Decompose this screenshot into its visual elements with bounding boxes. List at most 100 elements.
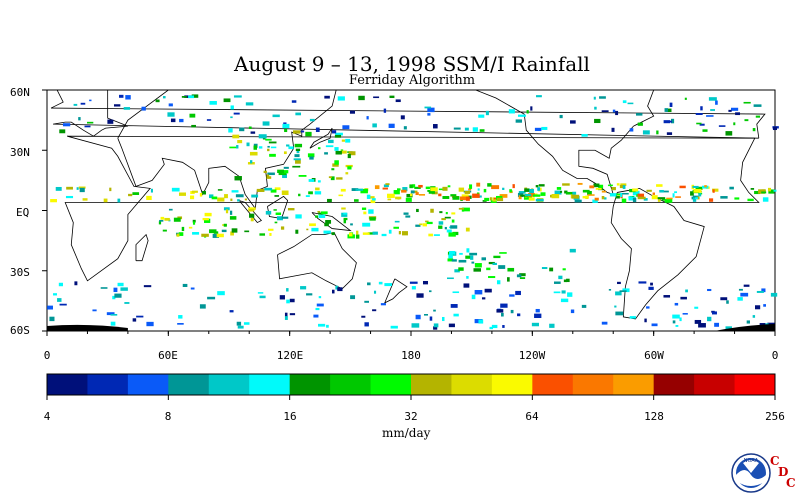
rain-patch <box>276 216 283 221</box>
rain-patch <box>416 208 419 213</box>
rain-patch <box>295 214 302 219</box>
rain-patch <box>473 268 482 272</box>
rain-patch <box>509 294 515 297</box>
rain-patch <box>659 189 664 193</box>
rain-patch <box>481 297 486 300</box>
rain-patch <box>433 323 439 328</box>
rain-patch <box>728 109 732 112</box>
rain-patch <box>752 128 756 132</box>
rain-patch <box>296 150 300 154</box>
rain-patch <box>699 123 705 126</box>
rain-patch <box>772 126 777 131</box>
rain-patch <box>230 231 234 236</box>
rain-patch <box>675 196 681 198</box>
rain-patch <box>451 219 455 223</box>
rain-patch <box>354 199 359 202</box>
rain-patch <box>451 259 457 262</box>
rain-patch <box>657 198 661 202</box>
rain-patch <box>743 284 750 287</box>
rain-patch <box>236 321 242 326</box>
rain-patch <box>530 106 533 111</box>
rain-patch <box>672 193 675 198</box>
rain-patch <box>248 126 252 130</box>
rain-patch <box>430 187 438 192</box>
rain-patch <box>582 196 589 199</box>
rain-patch <box>132 192 140 195</box>
rain-patch <box>534 127 542 132</box>
rain-patch <box>538 184 545 187</box>
rain-patch <box>228 128 233 133</box>
rain-patch <box>182 283 188 287</box>
rain-patch <box>289 298 295 303</box>
rain-patch <box>725 326 733 330</box>
japan-outline <box>309 127 333 149</box>
rain-patch <box>442 186 448 191</box>
antarctica-east <box>714 324 775 331</box>
rain-patch <box>693 188 702 193</box>
rain-patch <box>164 217 170 221</box>
colorbar-swatch <box>168 374 210 395</box>
rain-patch <box>569 248 576 253</box>
colorbar-swatch <box>127 374 169 395</box>
rain-patch <box>342 125 350 130</box>
rain-patch <box>103 198 108 203</box>
rain-patch <box>243 322 250 325</box>
rain-patch <box>773 189 777 192</box>
rain-patch <box>212 233 220 238</box>
rain-patch <box>232 134 240 139</box>
rain-patch <box>646 306 650 309</box>
rain-patch <box>230 116 233 119</box>
rain-patch <box>236 145 239 149</box>
rain-patch <box>117 282 124 287</box>
rain-patch <box>253 145 258 150</box>
rain-patch <box>508 109 515 114</box>
rain-patch <box>315 215 319 218</box>
rain-patch <box>158 221 162 225</box>
rain-patch <box>700 106 703 111</box>
rain-patch <box>409 281 418 284</box>
rain-patch <box>642 130 650 135</box>
rain-patch <box>345 138 351 143</box>
rain-patch <box>249 213 255 218</box>
rain-patch <box>374 185 380 190</box>
rain-patch <box>328 176 332 179</box>
rain-patch <box>266 174 270 179</box>
colorbar-swatch <box>694 374 736 395</box>
rain-patch <box>492 262 497 266</box>
rain-patch <box>428 233 433 237</box>
rain-patch <box>561 290 566 294</box>
rain-patch <box>317 210 321 213</box>
rain-patch <box>611 127 615 132</box>
rain-patch <box>553 281 561 284</box>
rain-patch <box>318 296 322 299</box>
rain-patch <box>632 190 640 196</box>
rain-patch <box>298 130 305 133</box>
rain-patch <box>755 305 761 310</box>
rain-patch <box>191 94 199 98</box>
rain-patch <box>752 315 756 318</box>
noaa-logo-text: NOAA <box>744 458 759 464</box>
rain-patch <box>601 190 606 193</box>
rain-patch <box>223 98 231 103</box>
rain-patch <box>447 277 454 280</box>
rain-patch <box>233 112 240 115</box>
rain-patch <box>387 198 392 201</box>
rain-patch <box>343 219 347 224</box>
rain-patch <box>428 190 435 194</box>
rain-patch <box>458 267 464 271</box>
rain-patch <box>499 252 507 254</box>
rain-patch <box>478 114 485 118</box>
rain-patch <box>382 187 388 190</box>
rain-patch <box>570 309 575 314</box>
lon-label-0: 0 <box>43 349 51 362</box>
rain-patch <box>234 176 242 181</box>
rain-patch <box>458 207 465 210</box>
rain-patch <box>415 224 421 227</box>
rain-patch <box>556 187 562 190</box>
rain-patch <box>491 324 498 329</box>
rain-patch <box>469 252 478 256</box>
rain-patch <box>87 121 94 124</box>
rain-patch <box>558 275 563 280</box>
rain-patch <box>615 291 622 296</box>
australia-outline <box>277 232 357 290</box>
